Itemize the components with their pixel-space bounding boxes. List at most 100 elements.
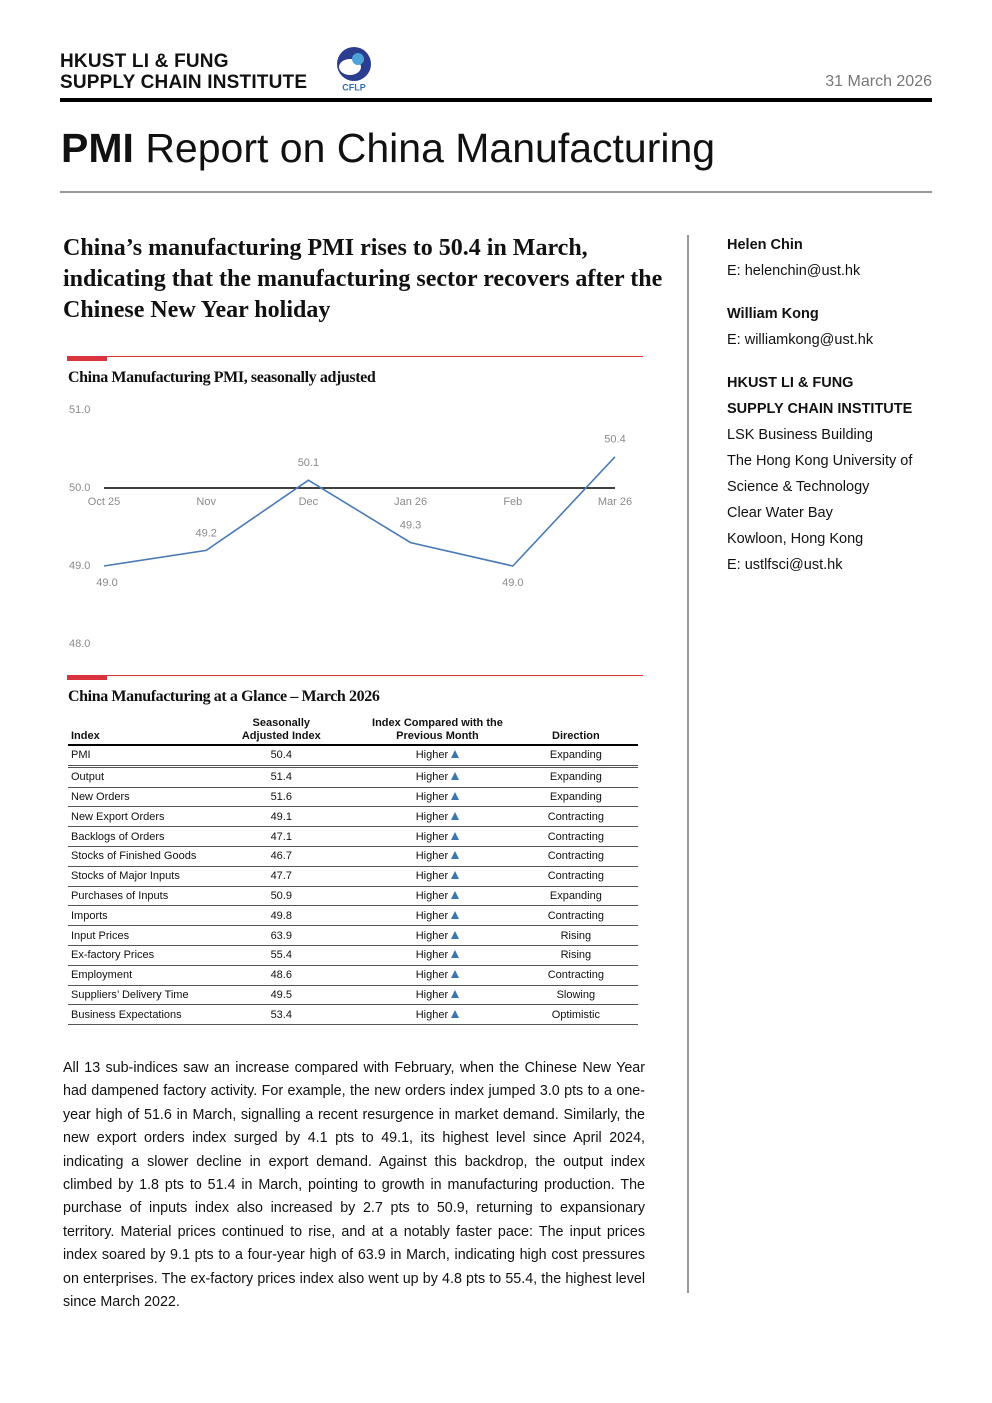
address-line: Clear Water Bay: [727, 505, 833, 521]
up-arrow: [451, 970, 460, 979]
comparison: Higher: [415, 790, 449, 803]
table-cell: Contracting: [513, 965, 638, 986]
up-arrow: [451, 772, 460, 781]
logo-text: CFLP: [342, 82, 366, 92]
table-cell: 50.9: [201, 886, 362, 907]
table-row: Stocks of Finished Goods 46.7 Higher Contra…: [68, 846, 638, 867]
comparison: Higher: [415, 929, 449, 942]
comparison: Higher: [415, 969, 449, 982]
table-cell: Higher: [361, 985, 514, 1006]
institute-name: SUPPLY CHAIN INSTITUTE: [727, 401, 913, 417]
rule: [60, 191, 932, 193]
y-tick-label: 49.0: [69, 560, 90, 572]
title: PMI Report on China Manufacturing: [61, 125, 715, 172]
table-cell: 49.1: [201, 806, 362, 828]
table-cell: New Orders: [68, 787, 202, 808]
up-arrow: [451, 1009, 460, 1018]
up-arrow: [451, 750, 460, 759]
contact-name: William Kong: [727, 306, 819, 322]
table-row: Suppliers’ Delivery Time 49.5 Higher Slowin…: [68, 985, 638, 1006]
comparison: Higher: [415, 988, 449, 1001]
table-row: Imports 49.8 Higher Contracting: [68, 905, 638, 927]
table-cell: Contracting: [513, 905, 638, 927]
up-arrow: [451, 890, 460, 899]
table-cell: 53.4: [201, 1004, 362, 1026]
table-cell: Contracting: [513, 826, 638, 847]
comparison: Higher: [415, 889, 449, 902]
comparison: Higher: [415, 909, 449, 922]
address-line: Kowloon, Hong Kong: [727, 531, 864, 547]
divider: [687, 235, 689, 1293]
table-cell: 49.5: [201, 985, 362, 1006]
table-cell: PMI: [68, 745, 202, 768]
up-arrow: [451, 851, 460, 860]
data-label: 50.1: [298, 457, 319, 469]
table-cell: Higher: [361, 1004, 514, 1026]
contact-email: E: helenchin@ust.hk: [727, 263, 861, 279]
table-cell: Rising: [513, 925, 638, 946]
table-cell: 47.7: [201, 866, 362, 887]
table-cell: Higher: [361, 905, 514, 927]
table-row: New Export Orders 49.1 Higher Contracting: [68, 806, 638, 828]
table-cell: Output: [68, 766, 202, 788]
institute-name: HKUST LI & FUNG: [727, 375, 854, 391]
date: 31 March 2026: [825, 73, 932, 90]
rule: [67, 675, 107, 680]
chart: 48.0 49.0 50.0 51.0 Oct 25 Nov Dec Jan 26 Feb Mar…: [69, 404, 632, 650]
x-tick-label: Dec: [299, 496, 319, 508]
up-arrow: [451, 791, 460, 800]
rule: [67, 356, 643, 357]
table-row: Business Expectations 53.4 Higher Optimisti…: [68, 1004, 638, 1026]
comparison: Higher: [415, 771, 449, 784]
address-line: The Hong Kong University of: [727, 453, 913, 469]
up-arrow: [451, 811, 460, 820]
data-label: 49.2: [195, 527, 216, 539]
table-row: Input Prices 63.9 Higher Rising: [68, 925, 638, 946]
table-cell: 49.8: [201, 905, 362, 927]
table-cell: 46.7: [201, 846, 362, 867]
x-tick-label: Mar 26: [598, 496, 632, 508]
up-arrow: [451, 871, 460, 880]
table-row: Employment 48.6 Higher Contracting: [68, 965, 638, 986]
data-label: 49.3: [400, 520, 421, 532]
table-cell: Optimistic: [513, 1004, 638, 1026]
table-cell: Rising: [513, 945, 638, 966]
comparison: Higher: [415, 1008, 449, 1021]
logo: CFLP: [337, 47, 371, 92]
table-cell: Slowing: [513, 985, 638, 1006]
up-arrow: [451, 831, 460, 840]
header-cell: Direction: [513, 717, 638, 746]
table-title: China Manufacturing at a Glance – March …: [68, 688, 380, 705]
contact-name: Helen Chin: [727, 237, 803, 253]
org-line2: SUPPLY CHAIN INSTITUTE: [60, 72, 308, 93]
headline: China’s manufacturing PMI rises to 50.4 …: [63, 235, 663, 323]
address-line: Science & Technology: [727, 479, 870, 495]
table-cell: New Export Orders: [68, 806, 202, 828]
up-arrow: [451, 910, 460, 919]
table-row: Backlogs of Orders 47.1 Higher Contracting: [68, 826, 638, 847]
table-cell: Expanding: [513, 886, 638, 907]
address-line: E: ustlfsci@ust.hk: [727, 557, 843, 573]
table-cell: Higher: [361, 787, 514, 808]
table-cell: Purchases of Inputs: [68, 886, 202, 907]
table-cell: Imports: [68, 905, 202, 927]
y-tick-label: 50.0: [69, 482, 90, 494]
table-cell: Contracting: [513, 866, 638, 887]
comparison: Higher: [415, 810, 449, 823]
x-tick-label: Nov: [196, 496, 216, 508]
table-cell: 63.9: [201, 925, 362, 946]
table-cell: Ex-factory Prices: [68, 945, 202, 966]
table-cell: Stocks of Finished Goods: [68, 846, 202, 867]
table-cell: Business Expectations: [68, 1004, 202, 1026]
table-row: Stocks of Major Inputs 47.7 Higher Contract…: [68, 866, 638, 887]
table-cell: Expanding: [513, 745, 638, 768]
title-bold: PMI: [61, 125, 134, 171]
data-label: 49.0: [502, 577, 523, 589]
table-row: New Orders 51.6 Higher Expanding: [68, 787, 638, 808]
table-cell: Higher: [361, 925, 514, 946]
table-cell: Suppliers’ Delivery Time: [68, 985, 202, 1006]
table-row: Output 51.4 Higher Expanding: [68, 766, 638, 788]
table-cell: 47.1: [201, 826, 362, 847]
table-cell: 55.4: [201, 945, 362, 966]
